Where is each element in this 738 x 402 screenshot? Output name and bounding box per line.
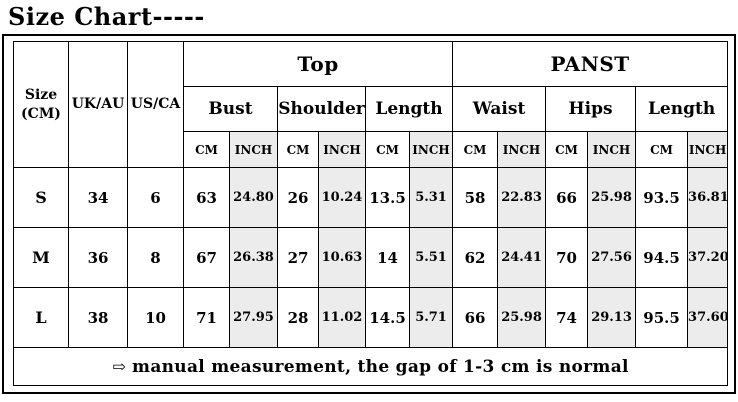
bust-cm-cell: 71 <box>183 287 230 348</box>
table-frame: Size (CM) UK/AU US/CA Top PANST Bust Sho… <box>2 34 736 394</box>
panst-length-cm-cell: 95.5 <box>635 287 689 348</box>
table-row-m: M 36 8 67 26.38 27 10.63 14 5.51 62 24.4… <box>13 227 729 288</box>
header-uk-au: UK/AU <box>68 41 128 168</box>
top-length-cm-cell: 14 <box>365 227 410 288</box>
right-arrow-icon: ⇨ <box>112 356 127 376</box>
size-chart-table: Size (CM) UK/AU US/CA Top PANST Bust Sho… <box>12 41 729 386</box>
shoulder-cm-cell: 26 <box>277 167 319 228</box>
hips-inch-cell: 25.98 <box>587 167 637 228</box>
top-length-inch-cell: 5.71 <box>408 287 454 348</box>
size-cell: L <box>13 287 69 348</box>
shoulder-inch-cell: 11.02 <box>318 287 366 348</box>
footer-row: ⇨ manual measurement, the gap of 1-3 cm i… <box>12 347 729 386</box>
top-length-inch-cell: 5.31 <box>408 167 454 228</box>
header-group-panst: PANST <box>452 41 729 87</box>
header-size-cm: Size (CM) <box>13 41 69 168</box>
shoulder-cm-cell: 27 <box>277 227 319 288</box>
waist-inch-cell: 25.98 <box>497 287 547 348</box>
shoulder-cm-cell: 28 <box>277 287 319 348</box>
bust-inch-cell: 26.38 <box>229 227 278 288</box>
note-text: manual measurement, the gap of 1-3 cm is… <box>132 356 629 377</box>
top-length-cm-cell: 14.5 <box>365 287 410 348</box>
waist-inch-cell: 24.41 <box>497 227 547 288</box>
table-row-s: S 34 6 63 24.80 26 10.24 13.5 5.31 58 22… <box>13 167 729 228</box>
bust-inch-cell: 27.95 <box>229 287 278 348</box>
usca-cell: 8 <box>127 227 184 288</box>
header-row-groups: Size (CM) UK/AU US/CA Top PANST <box>13 41 729 168</box>
panst-length-inch-cell: 37.20 <box>687 227 729 288</box>
unit-top-length-inch: INCH <box>408 131 454 168</box>
bust-cm-cell: 67 <box>183 227 230 288</box>
unit-bust-cm: CM <box>183 131 230 168</box>
header-bust: Bust <box>183 86 278 132</box>
measurement-note: ⇨ manual measurement, the gap of 1-3 cm i… <box>12 347 729 386</box>
shoulder-inch-cell: 10.24 <box>318 167 366 228</box>
panst-length-inch-cell: 37.60 <box>687 287 729 348</box>
header-panst-length: Length <box>635 86 729 132</box>
hips-inch-cell: 29.13 <box>587 287 637 348</box>
table-row-l: L 38 10 71 27.95 28 11.02 14.5 5.71 66 2… <box>13 287 729 348</box>
hips-cm-cell: 70 <box>545 227 589 288</box>
bust-inch-cell: 24.80 <box>229 167 278 228</box>
bust-cm-cell: 63 <box>183 167 230 228</box>
shoulder-inch-cell: 10.63 <box>318 227 366 288</box>
size-cell: M <box>13 227 69 288</box>
unit-top-length-cm: CM <box>365 131 410 168</box>
header-group-top: Top <box>182 41 454 87</box>
waist-inch-cell: 22.83 <box>497 167 547 228</box>
page-title: Size Chart----- <box>8 2 205 31</box>
unit-hips-cm: CM <box>545 131 589 168</box>
unit-bust-inch: INCH <box>229 131 278 168</box>
unit-hips-inch: INCH <box>587 131 637 168</box>
header-shoulder: Shoulder <box>277 86 366 132</box>
top-length-inch-cell: 5.51 <box>408 227 454 288</box>
hips-cm-cell: 74 <box>545 287 589 348</box>
panst-length-cm-cell: 94.5 <box>635 227 689 288</box>
unit-panst-length-cm: CM <box>635 131 689 168</box>
usca-cell: 6 <box>127 167 184 228</box>
waist-cm-cell: 58 <box>452 167 499 228</box>
hips-cm-cell: 66 <box>545 167 589 228</box>
unit-shoulder-inch: INCH <box>318 131 366 168</box>
unit-waist-cm: CM <box>452 131 499 168</box>
ukau-cell: 36 <box>68 227 128 288</box>
unit-shoulder-cm: CM <box>277 131 319 168</box>
unit-panst-length-inch: INCH <box>687 131 729 168</box>
waist-cm-cell: 66 <box>452 287 499 348</box>
header-us-ca: US/CA <box>127 41 184 168</box>
panst-length-cm-cell: 93.5 <box>635 167 689 228</box>
ukau-cell: 38 <box>68 287 128 348</box>
top-length-cm-cell: 13.5 <box>365 167 410 228</box>
hips-inch-cell: 27.56 <box>587 227 637 288</box>
header-row-units: CM INCH CM INCH CM INCH CM INCH CM INCH … <box>14 131 729 168</box>
ukau-cell: 34 <box>68 167 128 228</box>
waist-cm-cell: 62 <box>452 227 499 288</box>
unit-waist-inch: INCH <box>497 131 547 168</box>
header-top-length: Length <box>364 86 454 132</box>
header-hips: Hips <box>545 86 637 132</box>
size-cell: S <box>13 167 69 228</box>
panst-length-inch-cell: 36.81 <box>687 167 729 228</box>
header-row-measures: Bust Shoulder Length Waist Hips Length <box>14 86 729 132</box>
header-waist: Waist <box>452 86 547 132</box>
usca-cell: 10 <box>127 287 184 348</box>
